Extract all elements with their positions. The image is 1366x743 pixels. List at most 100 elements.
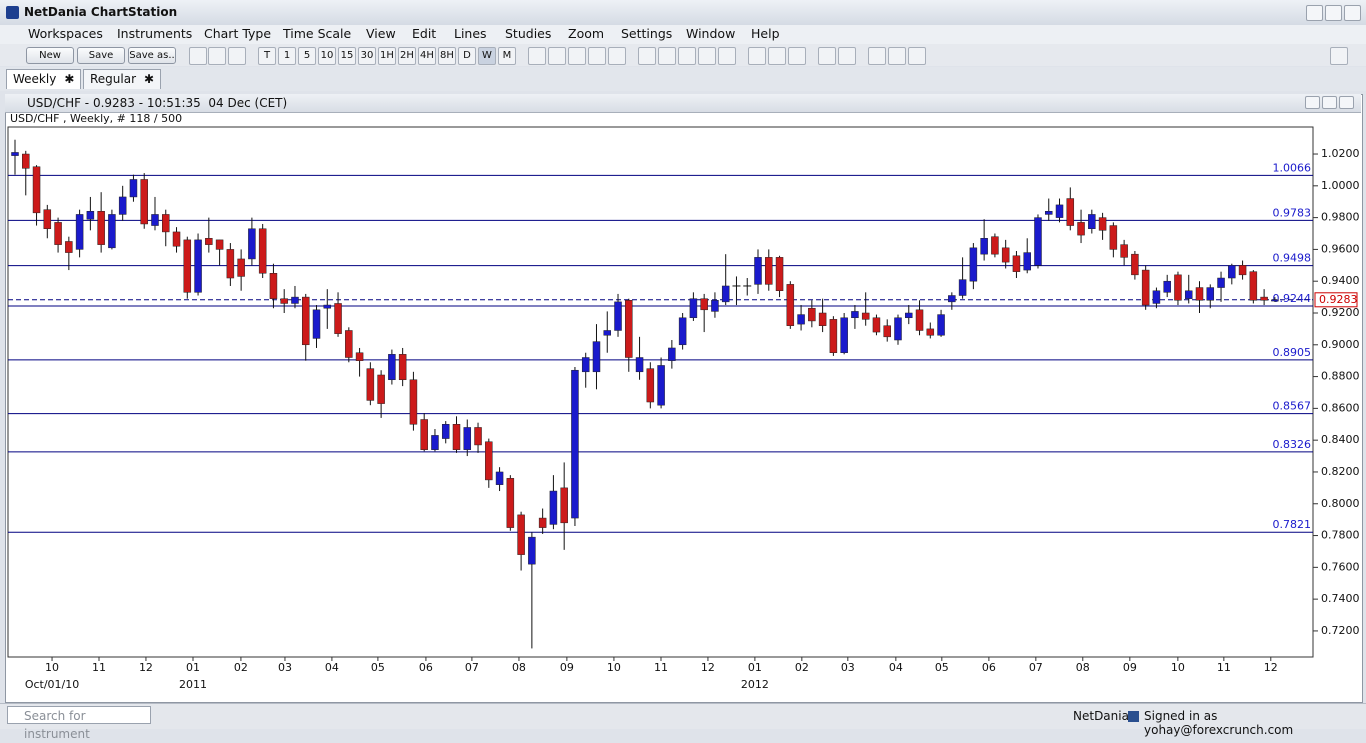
save-button[interactable]: Save bbox=[77, 47, 125, 64]
candle-body bbox=[86, 211, 95, 220]
candle-body bbox=[11, 152, 19, 156]
tab[interactable]: Regular ✱ bbox=[83, 69, 162, 89]
candle-body bbox=[1012, 255, 1021, 272]
menu-item[interactable]: Help bbox=[751, 26, 780, 41]
timeframe-button[interactable]: 8H bbox=[438, 47, 456, 65]
minimize-button[interactable] bbox=[1306, 5, 1323, 21]
chart-subtitle: USD/CHF , Weekly, # 118 / 500 bbox=[10, 112, 183, 125]
search-input[interactable]: Search for instrument bbox=[7, 706, 151, 741]
panel-icon[interactable] bbox=[1330, 47, 1348, 65]
candle-body bbox=[194, 239, 202, 293]
menu-item[interactable]: Workspaces bbox=[28, 26, 103, 41]
candle-body bbox=[635, 357, 644, 373]
level-label: 0.8326 bbox=[1273, 438, 1312, 451]
timeframe-button[interactable]: W bbox=[478, 47, 496, 65]
zoom-out-icon[interactable] bbox=[888, 47, 906, 65]
timeframe-button[interactable]: 1H bbox=[378, 47, 396, 65]
menu-item[interactable]: View bbox=[366, 26, 396, 41]
timeframe-button[interactable]: 5 bbox=[298, 47, 316, 65]
candle-body bbox=[625, 300, 633, 358]
candle-body bbox=[1077, 222, 1085, 236]
line-icon[interactable] bbox=[228, 47, 246, 65]
chart: 1.0200 1.0000 0.9800 0.9600 0.9400 0.9200 0.90… bbox=[7, 126, 1360, 691]
chart-minimize[interactable] bbox=[1305, 96, 1320, 109]
level-label: 1.0066 bbox=[1273, 161, 1312, 174]
draw-icon[interactable] bbox=[658, 47, 676, 65]
candle-body bbox=[377, 374, 385, 404]
timeframe-button[interactable]: 4H bbox=[418, 47, 436, 65]
candle-body bbox=[463, 427, 472, 450]
timeframe-button[interactable]: 1 bbox=[278, 47, 296, 65]
timeframe-button[interactable]: 2H bbox=[398, 47, 416, 65]
candle-body bbox=[269, 273, 278, 299]
menu-item[interactable]: Instruments bbox=[117, 26, 193, 41]
bars-icon[interactable] bbox=[208, 47, 226, 65]
delete-all-icon[interactable] bbox=[788, 47, 806, 65]
scroll-icon[interactable] bbox=[588, 47, 606, 65]
timeframe-button[interactable]: T bbox=[258, 47, 276, 65]
zoom-in-icon[interactable] bbox=[868, 47, 886, 65]
level-label: 0.9244 bbox=[1273, 292, 1312, 305]
timeframe-button[interactable]: D bbox=[458, 47, 476, 65]
menu-item[interactable]: Window bbox=[686, 26, 736, 41]
tab[interactable]: Weekly ✱ bbox=[6, 69, 82, 89]
candle-body bbox=[162, 214, 170, 233]
volume-icon[interactable] bbox=[608, 47, 626, 65]
timeframe-button[interactable]: 10 bbox=[318, 47, 336, 65]
candle-body bbox=[312, 309, 321, 339]
draw-icon[interactable] bbox=[678, 47, 696, 65]
window-title: NetDania ChartStation bbox=[24, 5, 178, 19]
candle-body bbox=[1131, 253, 1139, 276]
candle-body bbox=[431, 435, 439, 450]
candle-body bbox=[97, 211, 105, 245]
draw-icon[interactable] bbox=[638, 47, 656, 65]
grid-icon[interactable] bbox=[548, 47, 566, 65]
menu-item[interactable]: Time Scale bbox=[283, 26, 352, 41]
candle-body bbox=[614, 301, 622, 331]
timeframe-button[interactable]: 15 bbox=[338, 47, 356, 65]
tab-label: Weekly bbox=[13, 72, 57, 86]
timeframe-button[interactable]: 30 bbox=[358, 47, 376, 65]
candle-body bbox=[646, 368, 655, 403]
candle-body bbox=[1098, 217, 1107, 231]
x-period-label: 2012 bbox=[741, 678, 769, 691]
candle-body bbox=[388, 354, 396, 381]
x-period-label: 2011 bbox=[179, 678, 207, 691]
fit-icon[interactable] bbox=[908, 47, 926, 65]
preview-icon[interactable] bbox=[838, 47, 856, 65]
candle-body bbox=[775, 257, 784, 291]
level-label: 0.9498 bbox=[1273, 252, 1312, 265]
menu-item[interactable]: Chart Type bbox=[204, 26, 272, 41]
candle-body bbox=[183, 239, 192, 293]
candle-body bbox=[1088, 214, 1096, 229]
x-tick-label: 02 bbox=[795, 661, 809, 674]
candle-body bbox=[420, 419, 428, 450]
user-icon bbox=[1128, 711, 1139, 722]
menu-item[interactable]: Lines bbox=[454, 26, 487, 41]
crosshair-icon[interactable] bbox=[528, 47, 546, 65]
timeframe-button[interactable]: M bbox=[498, 47, 516, 65]
print-icon[interactable] bbox=[818, 47, 836, 65]
save-as-button[interactable]: Save as.. bbox=[128, 47, 176, 64]
candles-icon[interactable] bbox=[189, 47, 207, 65]
maximize-button[interactable] bbox=[1325, 5, 1342, 21]
close-button[interactable] bbox=[1344, 5, 1361, 21]
menu-item[interactable]: Edit bbox=[412, 26, 437, 41]
draw-icon[interactable] bbox=[698, 47, 716, 65]
candle-body bbox=[65, 241, 73, 253]
chart-close[interactable] bbox=[1339, 96, 1354, 109]
candle-body bbox=[657, 365, 665, 406]
menu-item[interactable]: Studies bbox=[505, 26, 552, 41]
draw-icon[interactable] bbox=[718, 47, 736, 65]
candle-body bbox=[1109, 225, 1118, 250]
x-tick-label: 08 bbox=[512, 661, 526, 674]
x-tick-label: 01 bbox=[186, 661, 200, 674]
candle-body bbox=[980, 238, 988, 255]
menu-item[interactable]: Zoom bbox=[568, 26, 605, 41]
chart-maximize[interactable] bbox=[1322, 96, 1337, 109]
menu-item[interactable]: Settings bbox=[621, 26, 673, 41]
line-tool-icon[interactable] bbox=[748, 47, 766, 65]
delete-icon[interactable] bbox=[768, 47, 786, 65]
info-icon[interactable] bbox=[568, 47, 586, 65]
new-button[interactable]: New bbox=[26, 47, 74, 64]
